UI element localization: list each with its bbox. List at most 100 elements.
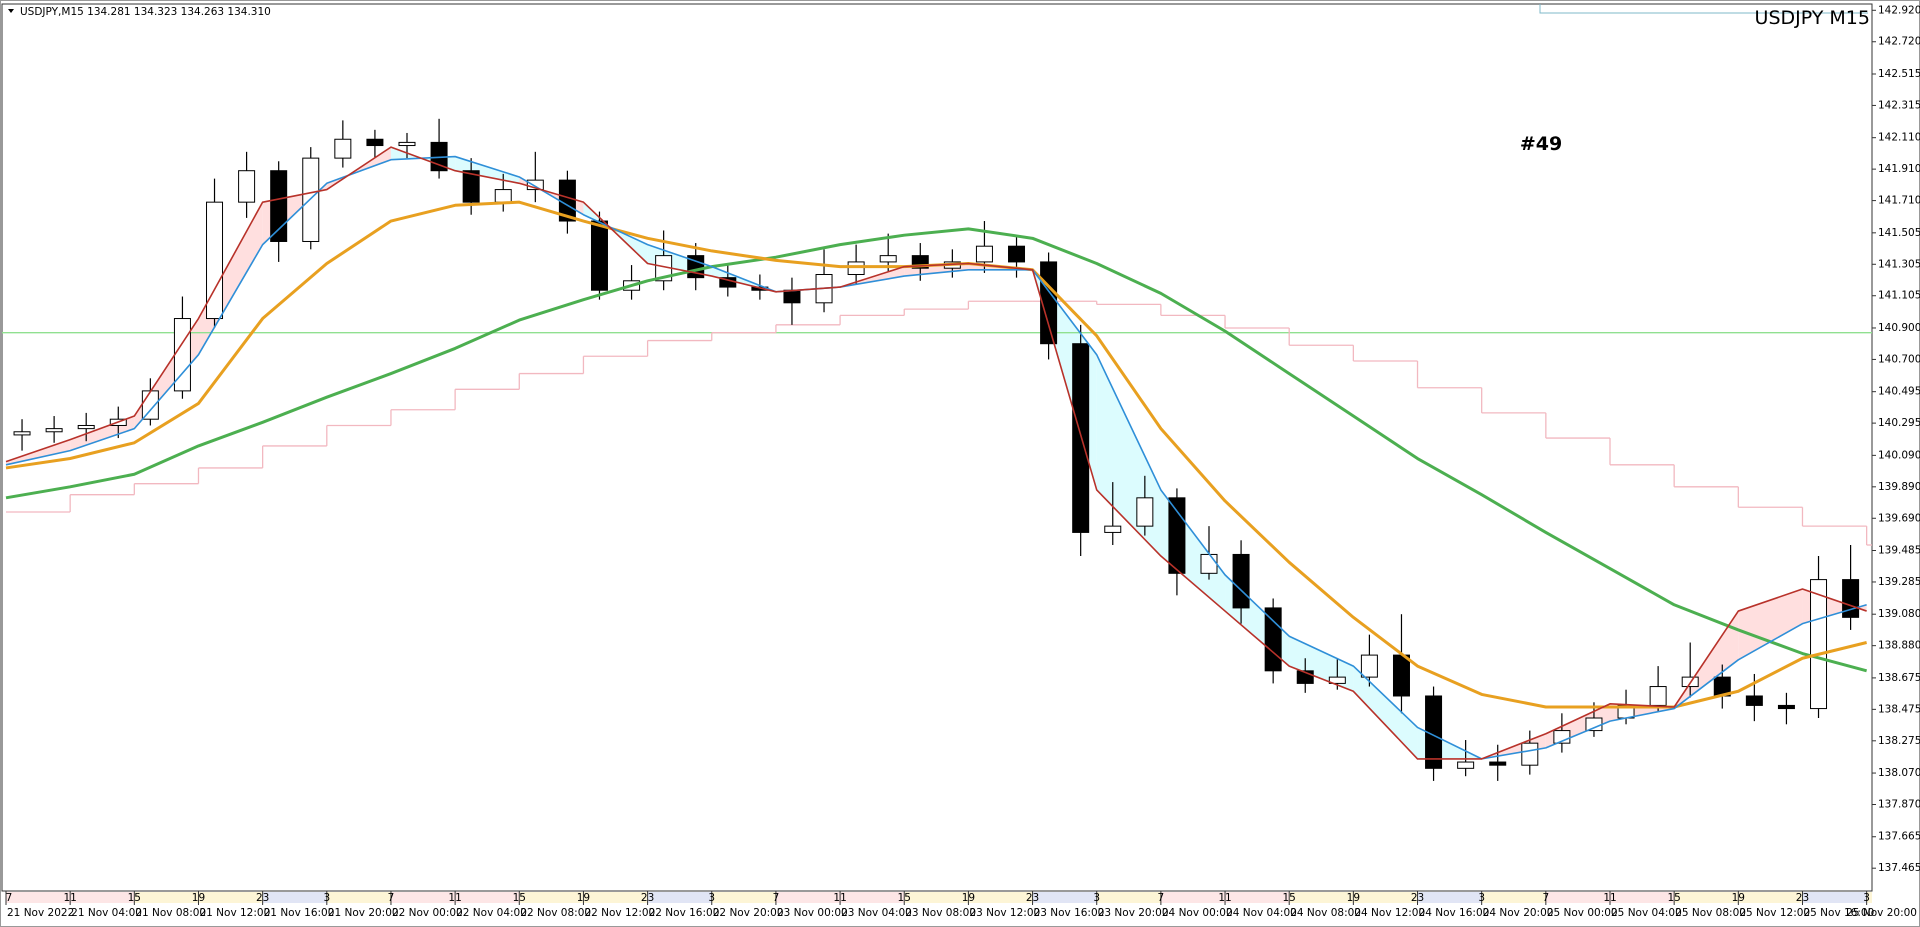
- y-tick-label: 141.105: [1878, 290, 1920, 302]
- info-box: [1539, 4, 1868, 14]
- y-tick-label: 141.910: [1878, 163, 1920, 175]
- session-band: [1802, 892, 1867, 903]
- x-tick-label: 22 Nov 16:00: [649, 907, 720, 919]
- session-band: [711, 892, 776, 903]
- x-tick-label: 25 Nov 20:00: [1846, 907, 1917, 919]
- hour-label: 19: [962, 892, 975, 904]
- candle-body: [1168, 497, 1186, 574]
- session-band: [1160, 892, 1226, 903]
- x-tick-label: 21 Nov 2022: [7, 907, 74, 919]
- hour-label: 23: [1411, 892, 1424, 904]
- hour-label: 7: [388, 892, 395, 904]
- hour-label: 3: [323, 892, 330, 904]
- x-tick-label: 24 Nov 04:00: [1226, 907, 1297, 919]
- x-tick-label: 21 Nov 16:00: [264, 907, 335, 919]
- chart-title: USDJPY,M15 134.281 134.323 134.263 134.3…: [20, 6, 271, 18]
- hour-label: 3: [708, 892, 715, 904]
- session-band: [134, 892, 199, 903]
- x-tick-label: 25 Nov 00:00: [1547, 907, 1618, 919]
- x-tick-label: 24 Nov 00:00: [1162, 907, 1233, 919]
- candle-body: [1360, 654, 1378, 678]
- session-band: [262, 892, 327, 903]
- hour-label: 7: [1158, 892, 1165, 904]
- session-band: [1225, 892, 1290, 903]
- hour-label: 15: [513, 892, 526, 904]
- y-tick-label: 140.090: [1878, 449, 1920, 461]
- hour-label: 3: [1478, 892, 1485, 904]
- hour-label: 15: [1667, 892, 1680, 904]
- y-tick-label: 138.070: [1878, 767, 1920, 779]
- x-tick-label: 21 Nov 12:00: [199, 907, 270, 919]
- menu-triangle: [8, 9, 14, 13]
- candle-body: [1072, 343, 1090, 533]
- candle-body: [462, 170, 480, 203]
- moving-average: [5, 146, 1867, 760]
- x-tick-label: 21 Nov 08:00: [135, 907, 206, 919]
- moving-average: [5, 227, 1868, 673]
- hour-label: 15: [1283, 892, 1296, 904]
- x-tick-label: 24 Nov 08:00: [1290, 907, 1361, 919]
- x-tick-label: 25 Nov 08:00: [1675, 907, 1746, 919]
- y-tick-label: 137.665: [1878, 831, 1920, 843]
- hour-label: 11: [448, 892, 461, 904]
- y-tick-label: 142.515: [1878, 68, 1920, 80]
- hour-label: 7: [1542, 892, 1549, 904]
- session-band: [968, 892, 1033, 903]
- hour-label: 19: [1347, 892, 1360, 904]
- y-tick-label: 141.505: [1878, 227, 1920, 239]
- y-tick-label: 138.275: [1878, 735, 1920, 747]
- y-tick-label: 139.080: [1878, 608, 1920, 620]
- x-tick-label: 23 Nov 20:00: [1098, 907, 1169, 919]
- candle-body: [1392, 654, 1410, 697]
- x-tick-label: 23 Nov 16:00: [1034, 907, 1105, 919]
- cloud-fill: [1738, 589, 1803, 660]
- candle-body: [879, 255, 897, 263]
- candle-body: [975, 245, 993, 263]
- session-band: [1096, 892, 1161, 903]
- y-tick-label: 139.690: [1878, 512, 1920, 524]
- x-tick-label: 22 Nov 04:00: [456, 907, 527, 919]
- hour-label: 11: [63, 892, 76, 904]
- candle-body: [1489, 761, 1507, 766]
- x-tick-label: 25 Nov 16:00: [1803, 907, 1874, 919]
- x-tick-label: 23 Nov 00:00: [777, 907, 848, 919]
- candle-body: [1232, 553, 1250, 609]
- candle-body: [238, 170, 256, 203]
- x-tick-label: 23 Nov 04:00: [841, 907, 912, 919]
- hour-label: 23: [1026, 892, 1039, 904]
- candle-body: [45, 428, 63, 433]
- session-band: [455, 892, 520, 903]
- session-band: [840, 892, 905, 903]
- symbol-label: USDJPY M15: [1755, 7, 1870, 29]
- x-tick-label: 23 Nov 12:00: [969, 907, 1040, 919]
- x-tick-label: 24 Nov 20:00: [1483, 907, 1554, 919]
- x-tick-label: 21 Nov 04:00: [71, 907, 142, 919]
- hour-label: 19: [192, 892, 205, 904]
- session-band: [775, 892, 841, 903]
- candle-body: [1457, 761, 1475, 769]
- hour-label: 23: [641, 892, 654, 904]
- hour-label: 19: [1732, 892, 1745, 904]
- hour-label: 11: [1603, 892, 1616, 904]
- hour-label: 3: [1093, 892, 1100, 904]
- candle-body: [590, 220, 608, 291]
- candle-body: [366, 138, 384, 147]
- candle-body: [1200, 553, 1218, 574]
- candle-body: [1104, 525, 1122, 533]
- candle-body: [1136, 497, 1154, 527]
- session-band: [1032, 892, 1097, 903]
- y-tick-label: 139.890: [1878, 481, 1920, 493]
- hour-label: 11: [833, 892, 846, 904]
- y-tick-label: 139.285: [1878, 576, 1920, 588]
- hour-label: 15: [128, 892, 141, 904]
- candle-body: [270, 170, 288, 242]
- session-band: [6, 892, 71, 903]
- x-tick-label: 22 Nov 20:00: [713, 907, 784, 919]
- candle-body: [494, 189, 512, 203]
- candle-body: [77, 424, 95, 430]
- y-tick-label: 139.485: [1878, 545, 1920, 557]
- y-tick-label: 140.700: [1878, 353, 1920, 365]
- x-tick-label: 21 Nov 20:00: [328, 907, 399, 919]
